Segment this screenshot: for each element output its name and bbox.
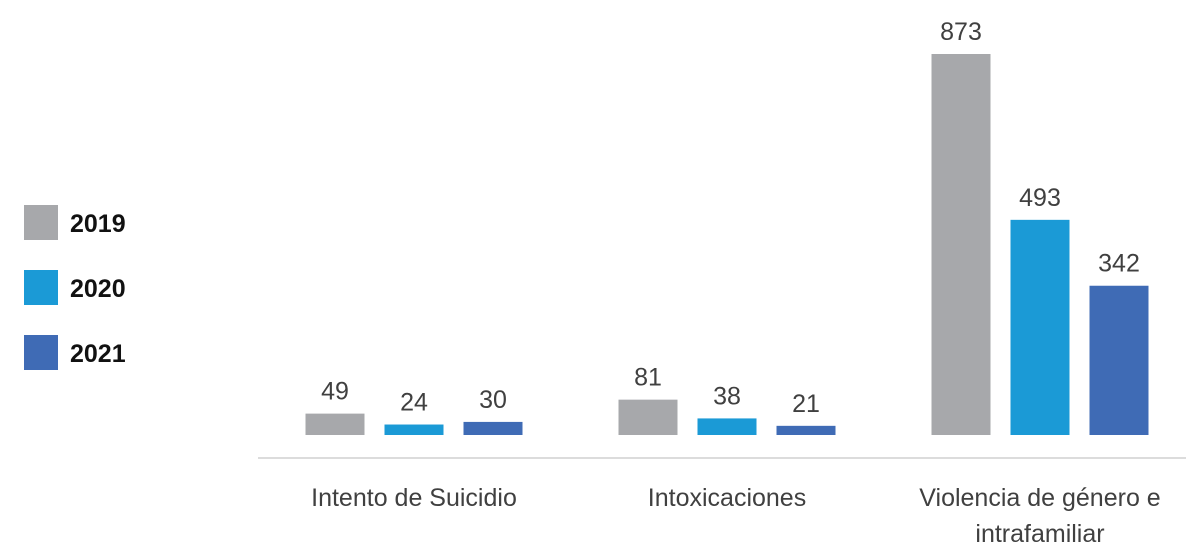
x-tick-label: Intento de Suicidio: [311, 484, 517, 512]
value-label: 81: [634, 364, 662, 392]
value-label: 493: [1019, 184, 1061, 212]
bar: [1010, 219, 1070, 435]
bar: [697, 418, 757, 435]
value-label: 38: [713, 382, 741, 410]
value-label: 30: [479, 386, 507, 414]
bar: [305, 413, 365, 435]
value-label: 49: [321, 378, 349, 406]
value-label: 24: [400, 389, 428, 417]
x-tick-label: Violencia de género e intrafamiliar: [919, 484, 1161, 547]
bar: [1089, 285, 1149, 435]
legend-swatch: [24, 205, 58, 240]
legend-swatch: [24, 270, 58, 305]
legend-label: 2021: [70, 340, 126, 368]
value-label: 21: [792, 390, 820, 418]
bar: [384, 424, 444, 435]
bar: [463, 421, 523, 435]
value-label: 873: [940, 18, 982, 46]
value-label: 342: [1098, 250, 1140, 278]
legend-swatch: [24, 335, 58, 370]
bar: [931, 54, 991, 435]
x-tick-label: Intoxicaciones: [647, 484, 807, 512]
bar: [618, 399, 678, 435]
legend-label: 2020: [70, 275, 126, 303]
bar: [776, 425, 836, 435]
legend-label: 2019: [70, 210, 126, 238]
